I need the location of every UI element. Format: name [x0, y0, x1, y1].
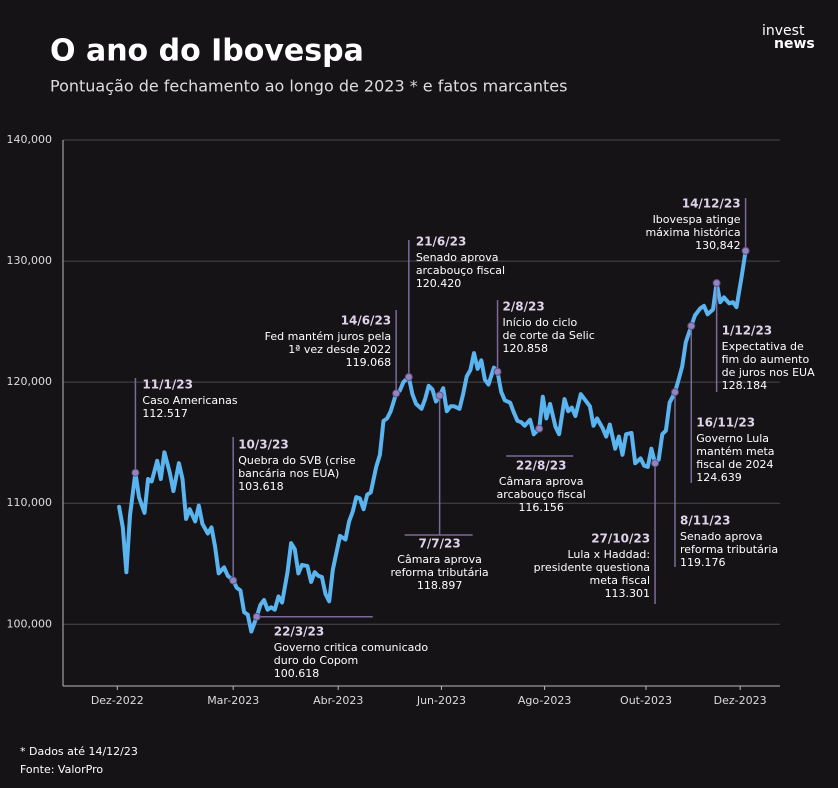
event-text: reforma tributária — [680, 543, 778, 556]
event-value: 112.517 — [142, 407, 188, 420]
event-text: Expectativa de — [722, 340, 804, 353]
event-date: 22/8/23 — [516, 459, 567, 473]
y-tick-label: 120,000 — [7, 375, 53, 388]
event-date: 1/12/23 — [722, 324, 773, 338]
event-date: 22/3/23 — [274, 625, 325, 639]
event-value: 128.184 — [722, 379, 768, 392]
event-dot — [493, 367, 502, 376]
event-text: 1ª vez desde 2022 — [288, 343, 391, 356]
event-text: reforma tributária — [391, 566, 489, 579]
x-tick-label: Jun-2023 — [416, 694, 466, 707]
event-dot — [131, 468, 140, 477]
event-text: de corte da Selic — [503, 329, 595, 342]
x-tick-label: Dez-2022 — [91, 694, 144, 707]
event-date: 16/11/23 — [696, 416, 755, 430]
event-value: 119.176 — [680, 556, 726, 569]
event-value: 120.420 — [416, 277, 462, 290]
event-date: 14/12/23 — [682, 197, 741, 211]
event-text: Fed mantém juros pela — [265, 330, 392, 343]
event-text: bancária nos EUA) — [238, 467, 339, 480]
logo: invest — [762, 23, 805, 39]
event-dot — [535, 424, 544, 433]
event-dot — [712, 279, 721, 288]
y-tick-label: 100,000 — [7, 617, 53, 630]
event-date: 2/8/23 — [503, 300, 545, 314]
event-date: 8/11/23 — [680, 514, 731, 528]
event-value: 113.301 — [605, 587, 651, 600]
event-value: 130,842 — [695, 239, 741, 252]
event-text: Câmara aprova — [397, 553, 482, 566]
event-text: Caso Americanas — [142, 394, 237, 407]
event-dot — [392, 389, 401, 398]
chart-title: O ano do Ibovespa — [50, 34, 364, 69]
event-date: 11/1/23 — [142, 378, 193, 392]
y-tick-label: 110,000 — [7, 496, 53, 509]
event-value: 103.618 — [238, 480, 283, 493]
event-text: Ibovespa atinge — [653, 213, 741, 226]
event-text: fim do aumento — [722, 353, 810, 366]
event-value: 124.639 — [696, 471, 742, 484]
event-dot — [670, 388, 679, 397]
event-text: Quebra do SVB (crise — [238, 454, 356, 467]
event-text: presidente questiona — [534, 561, 650, 574]
event-date: 10/3/23 — [238, 438, 289, 452]
event-value: 119.068 — [346, 356, 392, 369]
event-text: meta fiscal — [590, 574, 651, 587]
event-text: máxima histórica — [645, 226, 740, 239]
event-dot — [741, 246, 750, 255]
event-dot — [404, 373, 413, 382]
event-dot — [651, 459, 660, 468]
logo: news — [774, 36, 815, 52]
event-date: 7/7/23 — [419, 537, 461, 551]
x-tick-label: Out-2023 — [620, 694, 672, 707]
event-dot — [229, 576, 238, 585]
event-text: de juros nos EUA — [722, 366, 815, 379]
event-text: arcabouço fiscal — [416, 264, 505, 277]
event-text: duro do Copom — [274, 654, 359, 667]
event-text: Senado aprova — [416, 251, 499, 264]
event-dot — [252, 612, 261, 621]
event-text: Governo critica comunicado — [274, 641, 429, 654]
y-tick-label: 140,000 — [7, 133, 53, 146]
event-value: 116.156 — [518, 501, 564, 514]
event-dot — [435, 391, 444, 400]
x-tick-label: Ago-2023 — [518, 694, 571, 707]
x-tick-label: Dez-2023 — [714, 694, 767, 707]
event-text: Início do ciclo — [503, 316, 578, 329]
event-date: 14/6/23 — [341, 314, 392, 328]
x-tick-label: Abr-2023 — [313, 694, 363, 707]
event-date: 27/10/23 — [591, 532, 650, 546]
event-dot — [687, 321, 696, 330]
event-text: arcabouço fiscal — [497, 488, 586, 501]
event-text: fiscal de 2024 — [696, 458, 773, 471]
event-text: Governo Lula — [696, 432, 769, 445]
source: Fonte: ValorPro — [20, 763, 103, 776]
footnote: * Dados até 14/12/23 — [20, 745, 138, 758]
x-tick-label: Mar-2023 — [207, 694, 259, 707]
chart-subtitle: Pontuação de fechamento ao longo de 2023… — [50, 77, 567, 96]
event-value: 100.618 — [274, 667, 320, 680]
price-line — [117, 248, 748, 634]
event-text: mantém meta — [696, 445, 774, 458]
event-value: 120.858 — [503, 342, 548, 355]
event-text: Senado aprova — [680, 530, 763, 543]
y-tick-label: 130,000 — [7, 254, 53, 267]
event-date: 21/6/23 — [416, 235, 467, 249]
event-text: Câmara aprova — [499, 475, 584, 488]
event-text: Lula x Haddad: — [567, 548, 650, 561]
event-value: 118.897 — [417, 579, 463, 592]
